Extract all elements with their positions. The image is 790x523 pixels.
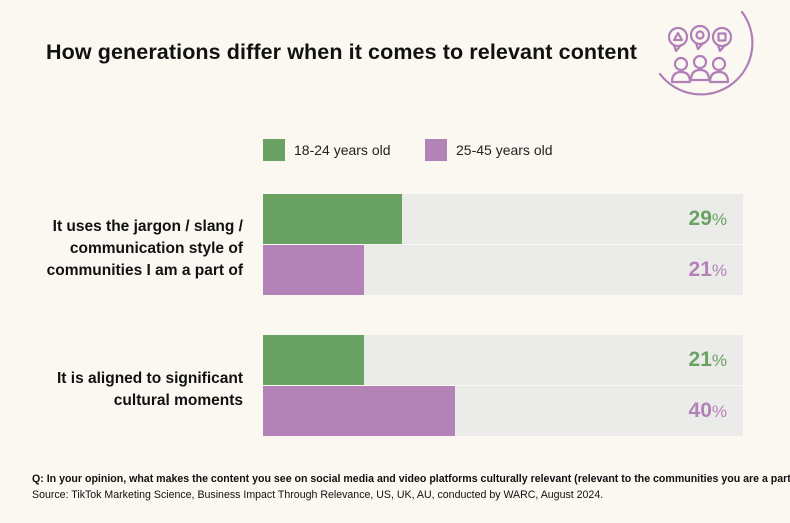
data-label: 21%: [689, 259, 727, 282]
category-label-line: communication style of: [69, 240, 243, 257]
legend-swatch-18-24: [263, 139, 285, 161]
legend-label-18-24: 18-24 years old: [294, 142, 391, 158]
data-label-value: 21: [688, 348, 712, 371]
legend-label-25-45: 25-45 years old: [456, 142, 553, 158]
bar: [263, 386, 455, 436]
bar-track: 40%: [263, 386, 743, 436]
chart-title: How generations differ when it comes to …: [46, 40, 637, 64]
category-label-line: cultural moments: [113, 392, 243, 409]
data-label-value: 40: [688, 399, 712, 422]
source-note: Source: TikTok Marketing Science, Busine…: [32, 489, 604, 501]
category-label-line: It is aligned to significant: [56, 370, 243, 387]
category-label-line: communities I am a part of: [46, 262, 243, 279]
bar-track: 21%: [263, 245, 743, 295]
category-label: It uses the jargon / slang / communicatio…: [0, 216, 243, 282]
data-label: 29%: [689, 208, 727, 231]
data-label-value: 21: [688, 258, 712, 281]
data-label-unit: %: [711, 402, 727, 421]
bar: [263, 194, 403, 244]
bar-track: 21%: [263, 335, 743, 385]
data-label-unit: %: [711, 351, 727, 370]
category-label: It is aligned to significant cultural mom…: [0, 368, 243, 412]
data-label-unit: %: [711, 261, 727, 280]
bar-track: 29%: [263, 194, 743, 244]
bar: [263, 245, 364, 295]
legend-item-18-24: 18-24 years old: [263, 139, 391, 161]
legend-item-25-45: 25-45 years old: [425, 139, 553, 161]
data-label-value: 29: [688, 207, 712, 230]
category-label-line: It uses the jargon / slang /: [52, 218, 243, 235]
people-speech-bubbles-icon: [658, 10, 754, 96]
data-label: 40%: [689, 400, 727, 423]
data-label-unit: %: [711, 210, 727, 229]
data-label: 21%: [689, 349, 727, 372]
bar: [263, 335, 364, 385]
legend-swatch-25-45: [425, 139, 447, 161]
survey-question: Q: In your opinion, what makes the conte…: [32, 473, 790, 485]
